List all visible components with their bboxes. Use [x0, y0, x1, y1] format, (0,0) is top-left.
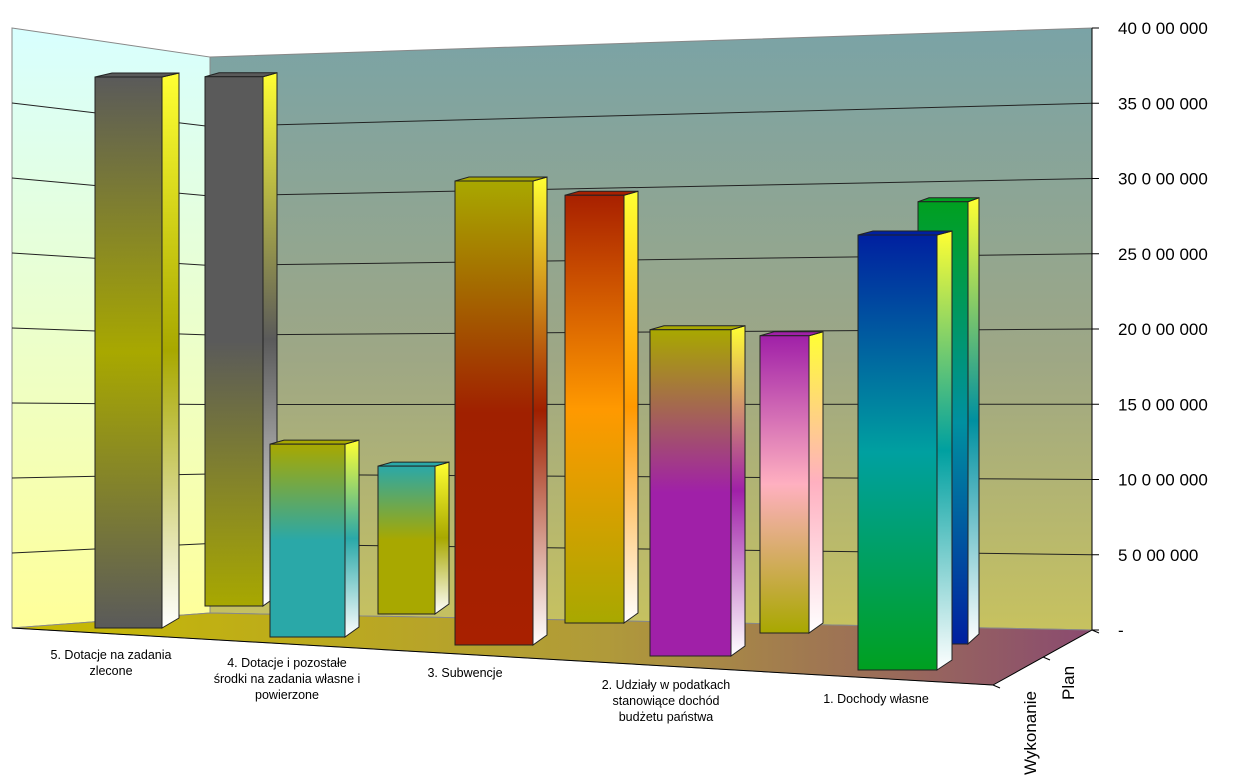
- bar-top: [269, 439, 360, 445]
- bar-top: [917, 197, 980, 203]
- bar-top: [377, 461, 450, 467]
- y-tick-label: 30 0 00 000: [1118, 170, 1208, 189]
- y-tick-label: 35 0 00 000: [1118, 94, 1208, 113]
- bar-top: [649, 325, 746, 331]
- bar-top: [857, 230, 953, 236]
- category-label: powierzone: [255, 688, 319, 702]
- bar-wykonanie: [94, 72, 180, 629]
- bar-front: [204, 76, 264, 607]
- bar-plan: [564, 190, 639, 624]
- y-tick-label: 5 0 00 000: [1118, 546, 1198, 565]
- bar-front: [94, 76, 163, 629]
- bars: [94, 72, 980, 671]
- y-axis: - 5 0 00 000 10 0 00 000 15 0 00 000 20 0 00…: [1091, 19, 1208, 640]
- category-label: 3. Subwencje: [427, 666, 502, 680]
- category-label: 1. Dochody własne: [823, 692, 929, 706]
- y-tick-label: 25 0 00 000: [1118, 245, 1208, 264]
- bar-side: [936, 230, 953, 671]
- category-label: budżetu państwa: [619, 710, 714, 724]
- category-label: środki na zadania własne i: [214, 672, 361, 686]
- bar-side: [532, 176, 548, 646]
- series-label-wykonanie: Wykonanie: [1021, 691, 1040, 775]
- bar-top: [454, 176, 548, 182]
- bar-front: [649, 329, 732, 657]
- bar-top: [204, 72, 278, 78]
- series-axis-tick: [1042, 656, 1051, 661]
- bar-plan: [204, 72, 278, 607]
- bar-plan: [377, 461, 450, 615]
- bar-side: [161, 72, 180, 629]
- category-label: 4. Dotacje i pozostałe: [227, 656, 347, 670]
- bar-front: [454, 180, 534, 646]
- x-axis-line: [11, 627, 994, 686]
- bar-side: [623, 190, 639, 624]
- bar-wykonanie: [454, 176, 548, 646]
- bar-front: [759, 335, 810, 634]
- bar-front: [269, 443, 346, 638]
- bar-side: [434, 461, 450, 615]
- series-label-plan: Plan: [1059, 666, 1078, 700]
- bar-front: [857, 234, 938, 671]
- bar-front: [564, 194, 625, 624]
- series-axis: Wykonanie Plan: [992, 629, 1100, 775]
- bar-wykonanie: [649, 325, 746, 657]
- bar-side: [967, 197, 980, 646]
- category-label: zlecone: [89, 664, 132, 678]
- category-labels: 5. Dotacje na zadania zlecone 4. Dotacje i…: [11, 627, 994, 724]
- series-axis-line: [992, 629, 1093, 686]
- y-tick-label: 20 0 00 000: [1118, 320, 1208, 339]
- bar-front: [377, 465, 436, 615]
- category-label: 5. Dotacje na zadania: [51, 648, 172, 662]
- bar-top: [564, 190, 639, 196]
- y-tick-label: 40 0 00 000: [1118, 19, 1208, 38]
- y-tick-label: -: [1118, 621, 1124, 640]
- series-axis-tick: [1091, 629, 1100, 634]
- gridline: [209, 102, 1093, 127]
- y-tick-label: 10 0 00 000: [1118, 471, 1208, 490]
- bar-wykonanie: [857, 230, 953, 671]
- bar-side: [808, 331, 824, 634]
- category-label: 2. Udziały w podatkach: [602, 678, 731, 692]
- bar-side: [730, 325, 746, 657]
- bar-top: [94, 72, 180, 78]
- bar-plan: [759, 331, 824, 634]
- bar-side: [344, 439, 360, 638]
- bar-wykonanie: [269, 439, 360, 638]
- series-axis-tick: [992, 684, 1001, 689]
- gridline: [209, 178, 1093, 197]
- y-tick-label: 15 0 00 000: [1118, 395, 1208, 414]
- category-label: stanowiące dochód: [612, 694, 719, 708]
